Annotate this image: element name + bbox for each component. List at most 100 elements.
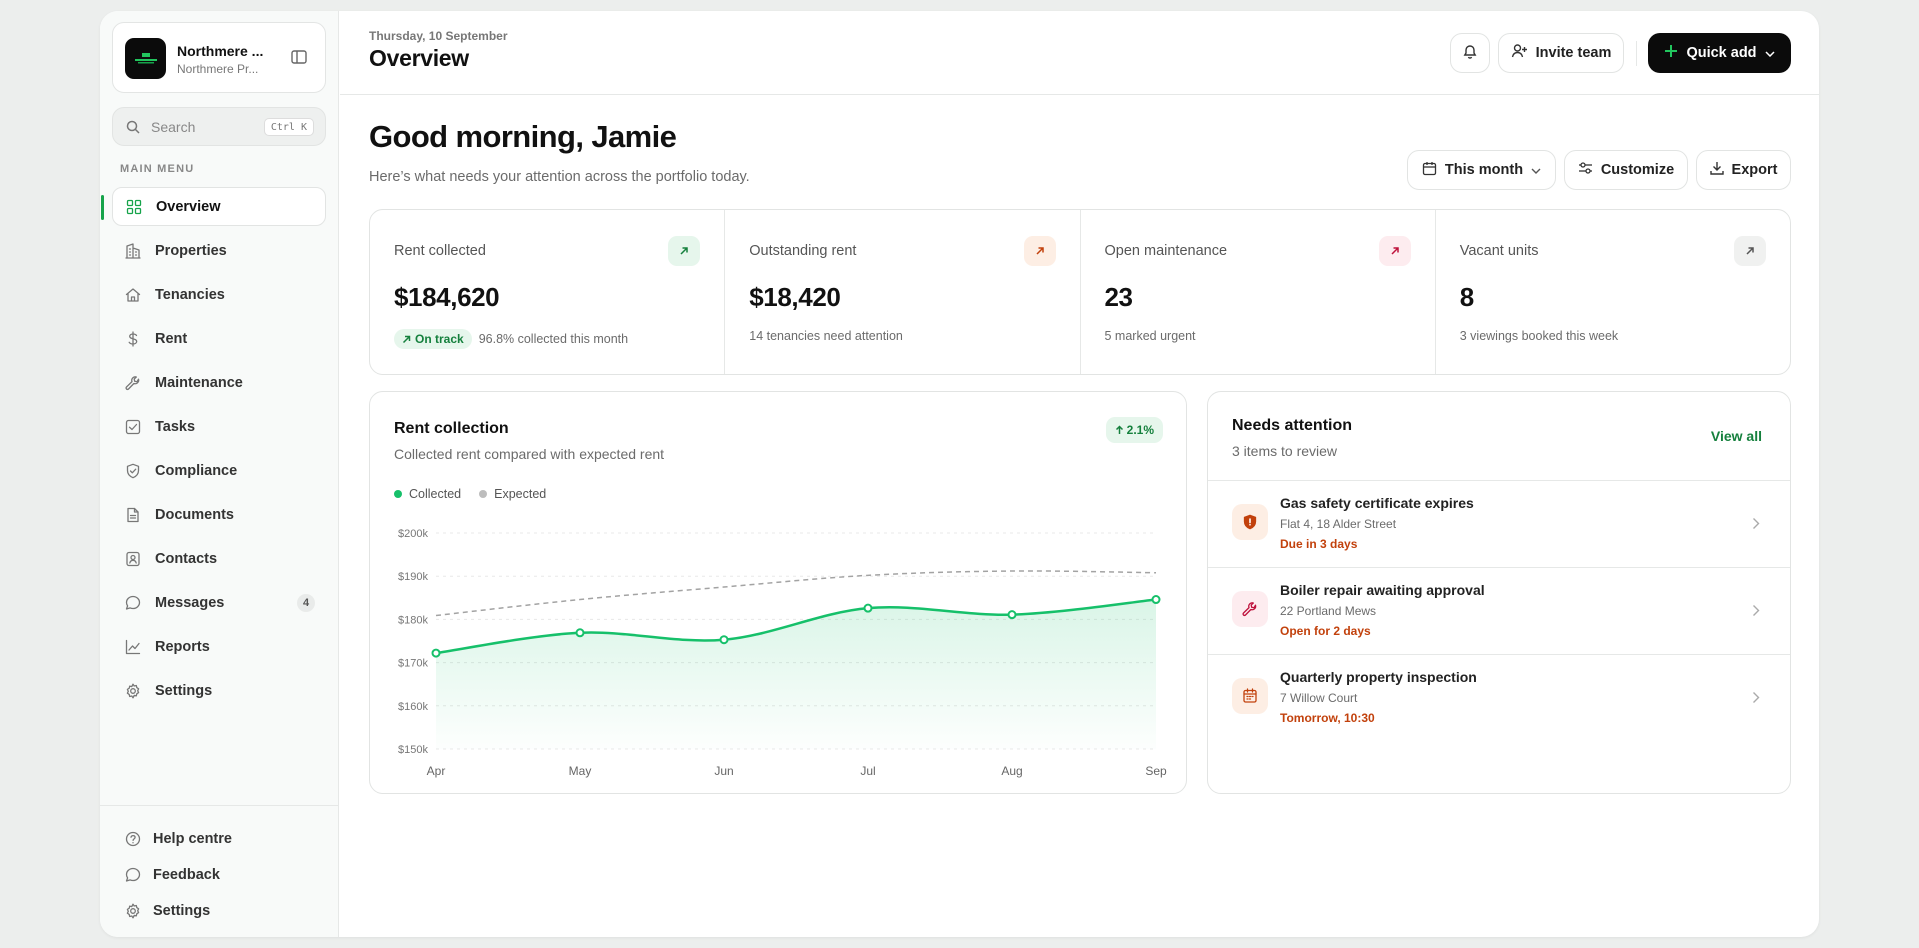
search-box[interactable]: Search Ctrl K bbox=[112, 107, 326, 146]
quick-add-button[interactable]: Quick add bbox=[1648, 33, 1791, 73]
greeting: Good morning, Jamie bbox=[369, 119, 677, 154]
attention-item[interactable]: Boiler repair awaiting approval 22 Portla… bbox=[1208, 567, 1790, 654]
legend-expected: Expected bbox=[479, 487, 546, 501]
calendar-icon bbox=[1422, 161, 1437, 180]
kpi-note: 96.8% collected this month bbox=[478, 332, 629, 346]
sidebar-item-documents[interactable]: Documents bbox=[112, 495, 326, 534]
y-tick-label: $190k bbox=[398, 571, 428, 583]
sidebar-footer-feedback[interactable]: Feedback bbox=[100, 857, 339, 893]
document-icon bbox=[125, 507, 141, 523]
sidebar-item-rent[interactable]: Rent bbox=[112, 319, 326, 358]
brand-subtitle: Northmere Pr... bbox=[177, 62, 259, 76]
sidebar-item-tenancies[interactable]: Tenancies bbox=[112, 275, 326, 314]
chart-subtitle: Collected rent compared with expected re… bbox=[394, 446, 665, 462]
attention-list: Gas safety certificate expires Flat 4, 18… bbox=[1208, 480, 1790, 741]
attention-item-due: Open for 2 days bbox=[1280, 624, 1371, 638]
plus-icon bbox=[1664, 44, 1678, 62]
kpi-row: Rent collected $184,620 On track 96.8% c… bbox=[369, 209, 1791, 375]
trend-arrow-icon bbox=[1734, 236, 1766, 266]
y-tick-label: $160k bbox=[398, 701, 428, 713]
home-icon bbox=[125, 287, 141, 303]
collected-data-point bbox=[1007, 610, 1017, 620]
invite-team-button[interactable]: Invite team bbox=[1498, 33, 1624, 73]
user-plus-icon bbox=[1511, 43, 1528, 63]
chart-title: Rent collection bbox=[394, 420, 509, 437]
sidebar-item-label: Properties bbox=[155, 242, 227, 259]
chart-legend: Collected Expected bbox=[394, 487, 546, 501]
sidebar-footer-settings[interactable]: Settings bbox=[100, 893, 339, 929]
search-input[interactable]: Search bbox=[151, 119, 196, 135]
kpi-label: Rent collected bbox=[394, 243, 486, 259]
current-date: Thursday, 10 September bbox=[369, 29, 508, 43]
kpi-rent-collected[interactable]: Rent collected $184,620 On track 96.8% c… bbox=[370, 210, 726, 374]
brand-logo bbox=[125, 38, 166, 79]
attention-subtitle: 3 items to review bbox=[1232, 443, 1338, 459]
sidebar-item-reports[interactable]: Reports bbox=[112, 627, 326, 666]
sidebar-item-label: Reports bbox=[155, 638, 210, 655]
collected-series-line bbox=[435, 598, 1157, 655]
kpi-value: 23 bbox=[1104, 282, 1134, 312]
customize-button[interactable]: Customize bbox=[1564, 150, 1688, 190]
sidebar-toggle-icon[interactable] bbox=[291, 50, 307, 69]
y-tick-label: $200k bbox=[398, 528, 428, 540]
kpi-value: $184,620 bbox=[394, 282, 500, 312]
legend-expected-label: Expected bbox=[494, 487, 547, 501]
kpi-outstanding-rent[interactable]: Outstanding rent $18,420 14 tenancies ne… bbox=[725, 210, 1081, 374]
gear-icon bbox=[125, 683, 141, 699]
x-tick-label: Aug bbox=[1001, 764, 1022, 778]
download-icon bbox=[1709, 161, 1724, 179]
export-label: Export bbox=[1731, 162, 1778, 178]
attention-item[interactable]: Gas safety certificate expires Flat 4, 18… bbox=[1208, 480, 1790, 567]
attention-item-title: Quarterly property inspection bbox=[1280, 669, 1477, 685]
attention-item-address: 7 Willow Court bbox=[1280, 691, 1358, 705]
app-window: Northmere ... Northmere Pr... Search Ctr… bbox=[100, 11, 1819, 937]
sidebar-item-compliance[interactable]: Compliance bbox=[112, 451, 326, 490]
sidebar-item-contacts[interactable]: Contacts bbox=[112, 539, 326, 578]
kpi-vacant-units[interactable]: Vacant units 8 3 viewings booked this we… bbox=[1436, 210, 1790, 374]
sidebar-item-label: Overview bbox=[156, 198, 221, 215]
greeting-subtitle: Here’s what needs your attention across … bbox=[369, 169, 750, 185]
kpi-open-maintenance[interactable]: Open maintenance 23 5 marked urgent bbox=[1081, 210, 1436, 374]
x-tick-label: Jun bbox=[714, 764, 733, 778]
sidebar-item-messages[interactable]: Messages 4 bbox=[112, 583, 326, 622]
notifications-button[interactable] bbox=[1450, 33, 1490, 73]
change-badge: 2.1% bbox=[1105, 417, 1163, 443]
rent-collection-card: Rent collection Collected rent compared … bbox=[369, 391, 1187, 794]
building-icon bbox=[125, 242, 141, 259]
grid-icon bbox=[126, 199, 142, 215]
sidebar-footer-label: Help centre bbox=[153, 831, 232, 847]
sidebar-item-tasks[interactable]: Tasks bbox=[112, 407, 326, 446]
kpi-label: Vacant units bbox=[1459, 243, 1539, 259]
sidebar-item-properties[interactable]: Properties bbox=[112, 231, 326, 270]
collected-data-point bbox=[575, 628, 585, 638]
search-shortcut: Ctrl K bbox=[263, 118, 314, 136]
search-icon bbox=[126, 120, 140, 139]
sidebar-footer-help-centre[interactable]: Help centre bbox=[100, 821, 339, 857]
sidebar-item-label: Compliance bbox=[155, 462, 238, 479]
export-button[interactable]: Export bbox=[1696, 150, 1791, 190]
trend-arrow-icon bbox=[668, 236, 701, 266]
sidebar-item-settings[interactable]: Settings bbox=[112, 671, 326, 710]
sidebar-item-overview[interactable]: Overview bbox=[101, 187, 326, 226]
sidebar-footer-label: Settings bbox=[153, 903, 211, 919]
shield-icon bbox=[125, 463, 141, 479]
x-tick-label: Sep bbox=[1145, 764, 1167, 778]
sidebar-item-label: Contacts bbox=[155, 550, 218, 567]
kpi-label: Open maintenance bbox=[1104, 243, 1228, 259]
period-select[interactable]: This month bbox=[1407, 150, 1556, 190]
shield-alert-icon bbox=[1232, 504, 1268, 540]
workspace-switcher[interactable]: Northmere ... Northmere Pr... bbox=[112, 22, 326, 93]
trend-arrow-icon bbox=[1378, 236, 1411, 266]
chevron-right-icon bbox=[1752, 604, 1760, 622]
kpi-value: $18,420 bbox=[749, 282, 841, 312]
dollar-icon bbox=[125, 330, 141, 347]
attention-item-due: Tomorrow, 10:30 bbox=[1280, 711, 1375, 725]
attention-item[interactable]: Quarterly property inspection 7 Willow Co… bbox=[1208, 654, 1790, 741]
view-all-link[interactable]: View all bbox=[1710, 428, 1762, 444]
sidebar-item-maintenance[interactable]: Maintenance bbox=[112, 363, 326, 402]
sidebar: Northmere ... Northmere Pr... Search Ctr… bbox=[100, 11, 339, 937]
expected-series-line bbox=[435, 570, 1157, 617]
wrench-icon bbox=[125, 375, 141, 391]
main-menu-label: MAIN MENU bbox=[120, 163, 195, 175]
attention-item-address: 22 Portland Mews bbox=[1280, 604, 1377, 618]
